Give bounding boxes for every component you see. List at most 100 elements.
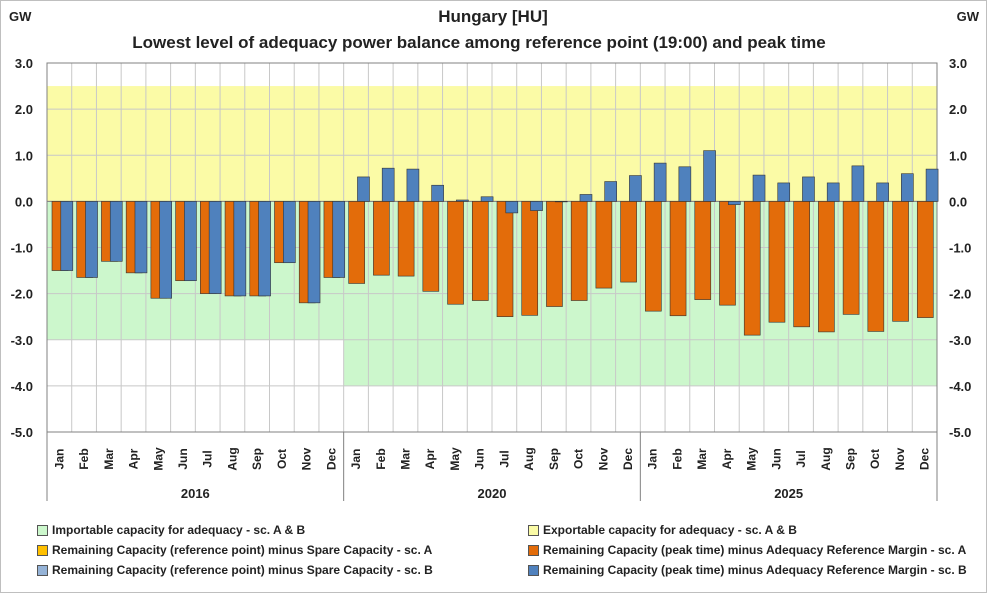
bar-sc-b bbox=[530, 201, 543, 211]
bar-sc-b bbox=[85, 201, 98, 278]
bar-sc-a bbox=[422, 201, 440, 292]
x-tick-label-month: Jul bbox=[794, 450, 808, 467]
bar-sc-a bbox=[471, 201, 489, 301]
bar-sc-b bbox=[851, 165, 865, 202]
y-tick-label-right: -3.0 bbox=[949, 333, 971, 348]
bar-sc-b bbox=[357, 176, 370, 202]
legend-item-importable: Importable capacity for adequacy - sc. A… bbox=[37, 523, 305, 537]
x-tick-label-month: Jun bbox=[769, 448, 783, 469]
x-tick-label-month: Apr bbox=[423, 448, 437, 469]
x-tick-label-month: Feb bbox=[670, 448, 684, 469]
x-tick-label-month: Jun bbox=[176, 448, 190, 469]
bar-sc-a bbox=[916, 201, 934, 318]
bar-sc-b bbox=[381, 167, 395, 202]
bar-sc-b bbox=[678, 166, 692, 202]
bar-sc-a bbox=[743, 201, 761, 336]
legend-swatch-peak-time-b bbox=[528, 564, 539, 576]
x-tick-label-month: Sep bbox=[843, 448, 857, 470]
bar-sc-b bbox=[456, 199, 469, 202]
bar-sc-b bbox=[802, 176, 815, 202]
x-tick-label-month: Dec bbox=[324, 448, 338, 470]
x-group-label-year: 2025 bbox=[774, 486, 803, 501]
bar-sc-b bbox=[109, 201, 123, 262]
x-tick-label-month: Dec bbox=[918, 448, 932, 470]
x-tick-label-month: Feb bbox=[374, 448, 388, 469]
legend-swatch-ref-point-a bbox=[37, 544, 48, 556]
bar-sc-b bbox=[60, 201, 74, 271]
bar-sc-a bbox=[521, 201, 539, 316]
legend-item-exportable: Exportable capacity for adequacy - sc. A… bbox=[528, 523, 797, 537]
bar-sc-b bbox=[752, 174, 766, 202]
y-tick-label-left: 2.0 bbox=[15, 102, 33, 117]
x-tick-label-month: Sep bbox=[250, 448, 264, 470]
x-tick-label-month: Jan bbox=[52, 449, 66, 470]
x-tick-label-month: Aug bbox=[819, 447, 833, 470]
y-axis-unit-right: GW bbox=[957, 9, 980, 24]
bar-sc-a bbox=[397, 201, 415, 277]
bar-sc-b bbox=[505, 201, 519, 214]
bar-sc-b bbox=[604, 181, 617, 202]
bar-sc-a bbox=[645, 201, 662, 312]
legend-swatch-peak-time-a bbox=[528, 544, 539, 556]
x-tick-label-month: Nov bbox=[596, 447, 610, 470]
y-tick-label-left: 1.0 bbox=[15, 148, 33, 163]
x-tick-label-month: Nov bbox=[300, 447, 314, 470]
y-tick-label-left: -1.0 bbox=[11, 241, 33, 256]
x-tick-label-month: Jan bbox=[646, 449, 660, 470]
bar-sc-a bbox=[496, 201, 514, 317]
legend-item-ref-point-a: Remaining Capacity (reference point) min… bbox=[37, 543, 432, 557]
legend-label: Remaining Capacity (reference point) min… bbox=[52, 563, 433, 577]
y-tick-label-right: 3.0 bbox=[949, 56, 967, 71]
bar-sc-b bbox=[925, 168, 939, 202]
y-tick-label-left: -2.0 bbox=[11, 287, 33, 302]
bar-sc-b bbox=[134, 201, 148, 274]
legend-label: Importable capacity for adequacy - sc. A… bbox=[52, 523, 306, 537]
bar-sc-b bbox=[727, 201, 741, 205]
bar-sc-b bbox=[282, 201, 296, 264]
legend-swatch-ref-point-b bbox=[37, 564, 48, 576]
bar-sc-a bbox=[546, 201, 563, 307]
bar-sc-b bbox=[332, 201, 346, 278]
legend-swatch-importable bbox=[37, 524, 48, 536]
y-tick-label-right: 2.0 bbox=[949, 102, 967, 117]
bar-sc-b bbox=[159, 201, 172, 299]
x-tick-label-month: Oct bbox=[868, 449, 882, 469]
x-tick-label-month: Jul bbox=[497, 450, 511, 467]
y-tick-label-right: -1.0 bbox=[949, 241, 971, 256]
bar-sc-a bbox=[867, 201, 885, 332]
legend-swatch-exportable bbox=[528, 524, 539, 536]
bar-sc-a bbox=[793, 201, 810, 328]
bar-sc-a bbox=[447, 201, 464, 305]
bar-sc-b bbox=[406, 168, 420, 202]
x-tick-label-month: Mar bbox=[398, 448, 412, 470]
y-tick-label-left: 3.0 bbox=[15, 56, 33, 71]
bar-sc-a bbox=[768, 201, 786, 323]
y-tick-label-left: -3.0 bbox=[11, 333, 33, 348]
x-tick-label-month: Oct bbox=[275, 449, 289, 469]
bar-sc-b bbox=[876, 182, 889, 202]
x-tick-label-month: Mar bbox=[695, 448, 709, 470]
bar-sc-a bbox=[348, 201, 365, 284]
x-tick-label-month: May bbox=[448, 447, 462, 471]
chart-subtitle: Lowest level of adequacy power balance a… bbox=[132, 33, 825, 52]
bar-sc-b bbox=[307, 201, 321, 304]
x-tick-label-month: Apr bbox=[720, 448, 734, 469]
bar-sc-b bbox=[480, 196, 494, 202]
bar-sc-a bbox=[719, 201, 736, 306]
y-tick-label-left: -5.0 bbox=[11, 425, 33, 440]
bar-sc-a bbox=[892, 201, 909, 322]
legend-label: Remaining Capacity (reference point) min… bbox=[52, 543, 433, 557]
legend-label: Exportable capacity for adequacy - sc. A… bbox=[543, 523, 797, 537]
y-tick-label-right: -4.0 bbox=[949, 379, 971, 394]
plot-area: 3.0 3.0 2.0 2.0 1.0 1.0 0.0 0.0 -1.0 -1.0 -2.0 -2.0… bbox=[11, 56, 971, 501]
x-tick-label-month: May bbox=[745, 447, 759, 471]
bar-sc-b bbox=[777, 182, 791, 202]
bar-sc-a bbox=[694, 201, 712, 300]
legend-item-ref-point-b: Remaining Capacity (reference point) min… bbox=[37, 563, 433, 577]
x-tick-label-month: Jul bbox=[201, 450, 215, 467]
x-tick-label-month: Aug bbox=[522, 447, 536, 470]
bar-sc-b bbox=[653, 162, 667, 202]
y-tick-label-right: -5.0 bbox=[949, 425, 971, 440]
bar-sc-a bbox=[669, 201, 687, 317]
